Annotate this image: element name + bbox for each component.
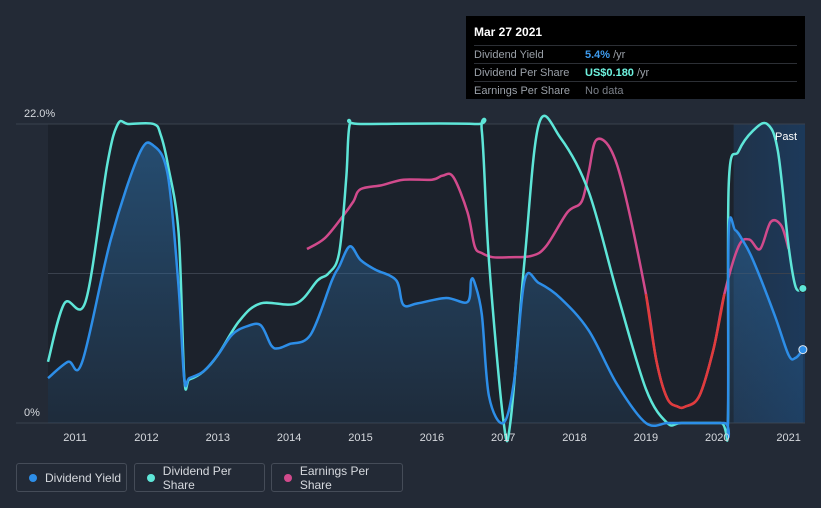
tooltip-label: Dividend Per Share — [474, 66, 570, 79]
tooltip-unit: /yr — [636, 66, 650, 79]
y-tick-label: 0% — [24, 407, 40, 419]
x-tick-label: 2018 — [562, 432, 586, 444]
legend-dot-icon — [29, 473, 37, 482]
tooltip-value: No data — [585, 84, 624, 97]
dividend-yield-line — [47, 141, 804, 439]
x-tick-label: 2012 — [134, 432, 158, 444]
tooltip-value: US$0.180 — [585, 66, 634, 79]
hover-tooltip: Mar 27 2021 Dividend Yield 5.4% /yr Divi… — [466, 16, 805, 99]
x-tick-label: 2017 — [491, 432, 515, 444]
x-tick-label: 2019 — [634, 432, 658, 444]
past-label: Past — [775, 131, 797, 143]
tooltip-unit: /yr — [613, 48, 626, 61]
legend-earnings-per-share[interactable]: Earnings Per Share — [271, 463, 403, 492]
dividend-yield-area — [48, 142, 803, 438]
tooltip-row-dividend-per-share: Dividend Per Share US$0.180 /yr — [474, 63, 797, 81]
legend-dot-icon — [147, 473, 155, 482]
x-tick-label: 2015 — [348, 432, 372, 444]
tooltip-value: 5.4% — [585, 48, 611, 61]
y-tick-label: 22.0% — [24, 108, 55, 120]
legend-label: Dividend Yield — [45, 470, 122, 485]
dividend-per-share-end-marker — [798, 283, 808, 293]
x-tick-label: 2013 — [206, 432, 230, 444]
tooltip-label: Dividend Yield — [474, 48, 544, 61]
legend-dot-icon — [284, 473, 292, 482]
legend-dividend-yield[interactable]: Dividend Yield — [16, 463, 127, 492]
tooltip-row-dividend-yield: Dividend Yield 5.4% /yr — [474, 45, 797, 63]
x-tick-label: 2014 — [277, 432, 301, 444]
x-tick-label: 2020 — [705, 432, 729, 444]
x-tick-label: 2016 — [420, 432, 444, 444]
legend-label: Dividend Per Share — [162, 463, 232, 492]
tooltip-date: Mar 27 2021 — [474, 25, 543, 39]
dividend-yield-end-marker — [798, 345, 808, 355]
tooltip-row-earnings-per-share: Earnings Per Share No data — [474, 81, 797, 99]
tooltip-label: Earnings Per Share — [474, 84, 570, 97]
earnings-per-share-low-segment — [644, 293, 726, 410]
x-tick-label: 2021 — [776, 432, 800, 444]
legend-dividend-per-share[interactable]: Dividend Per Share — [134, 463, 265, 492]
x-tick-label: 2011 — [63, 432, 87, 444]
legend-label: Earnings Per Share — [299, 463, 370, 492]
